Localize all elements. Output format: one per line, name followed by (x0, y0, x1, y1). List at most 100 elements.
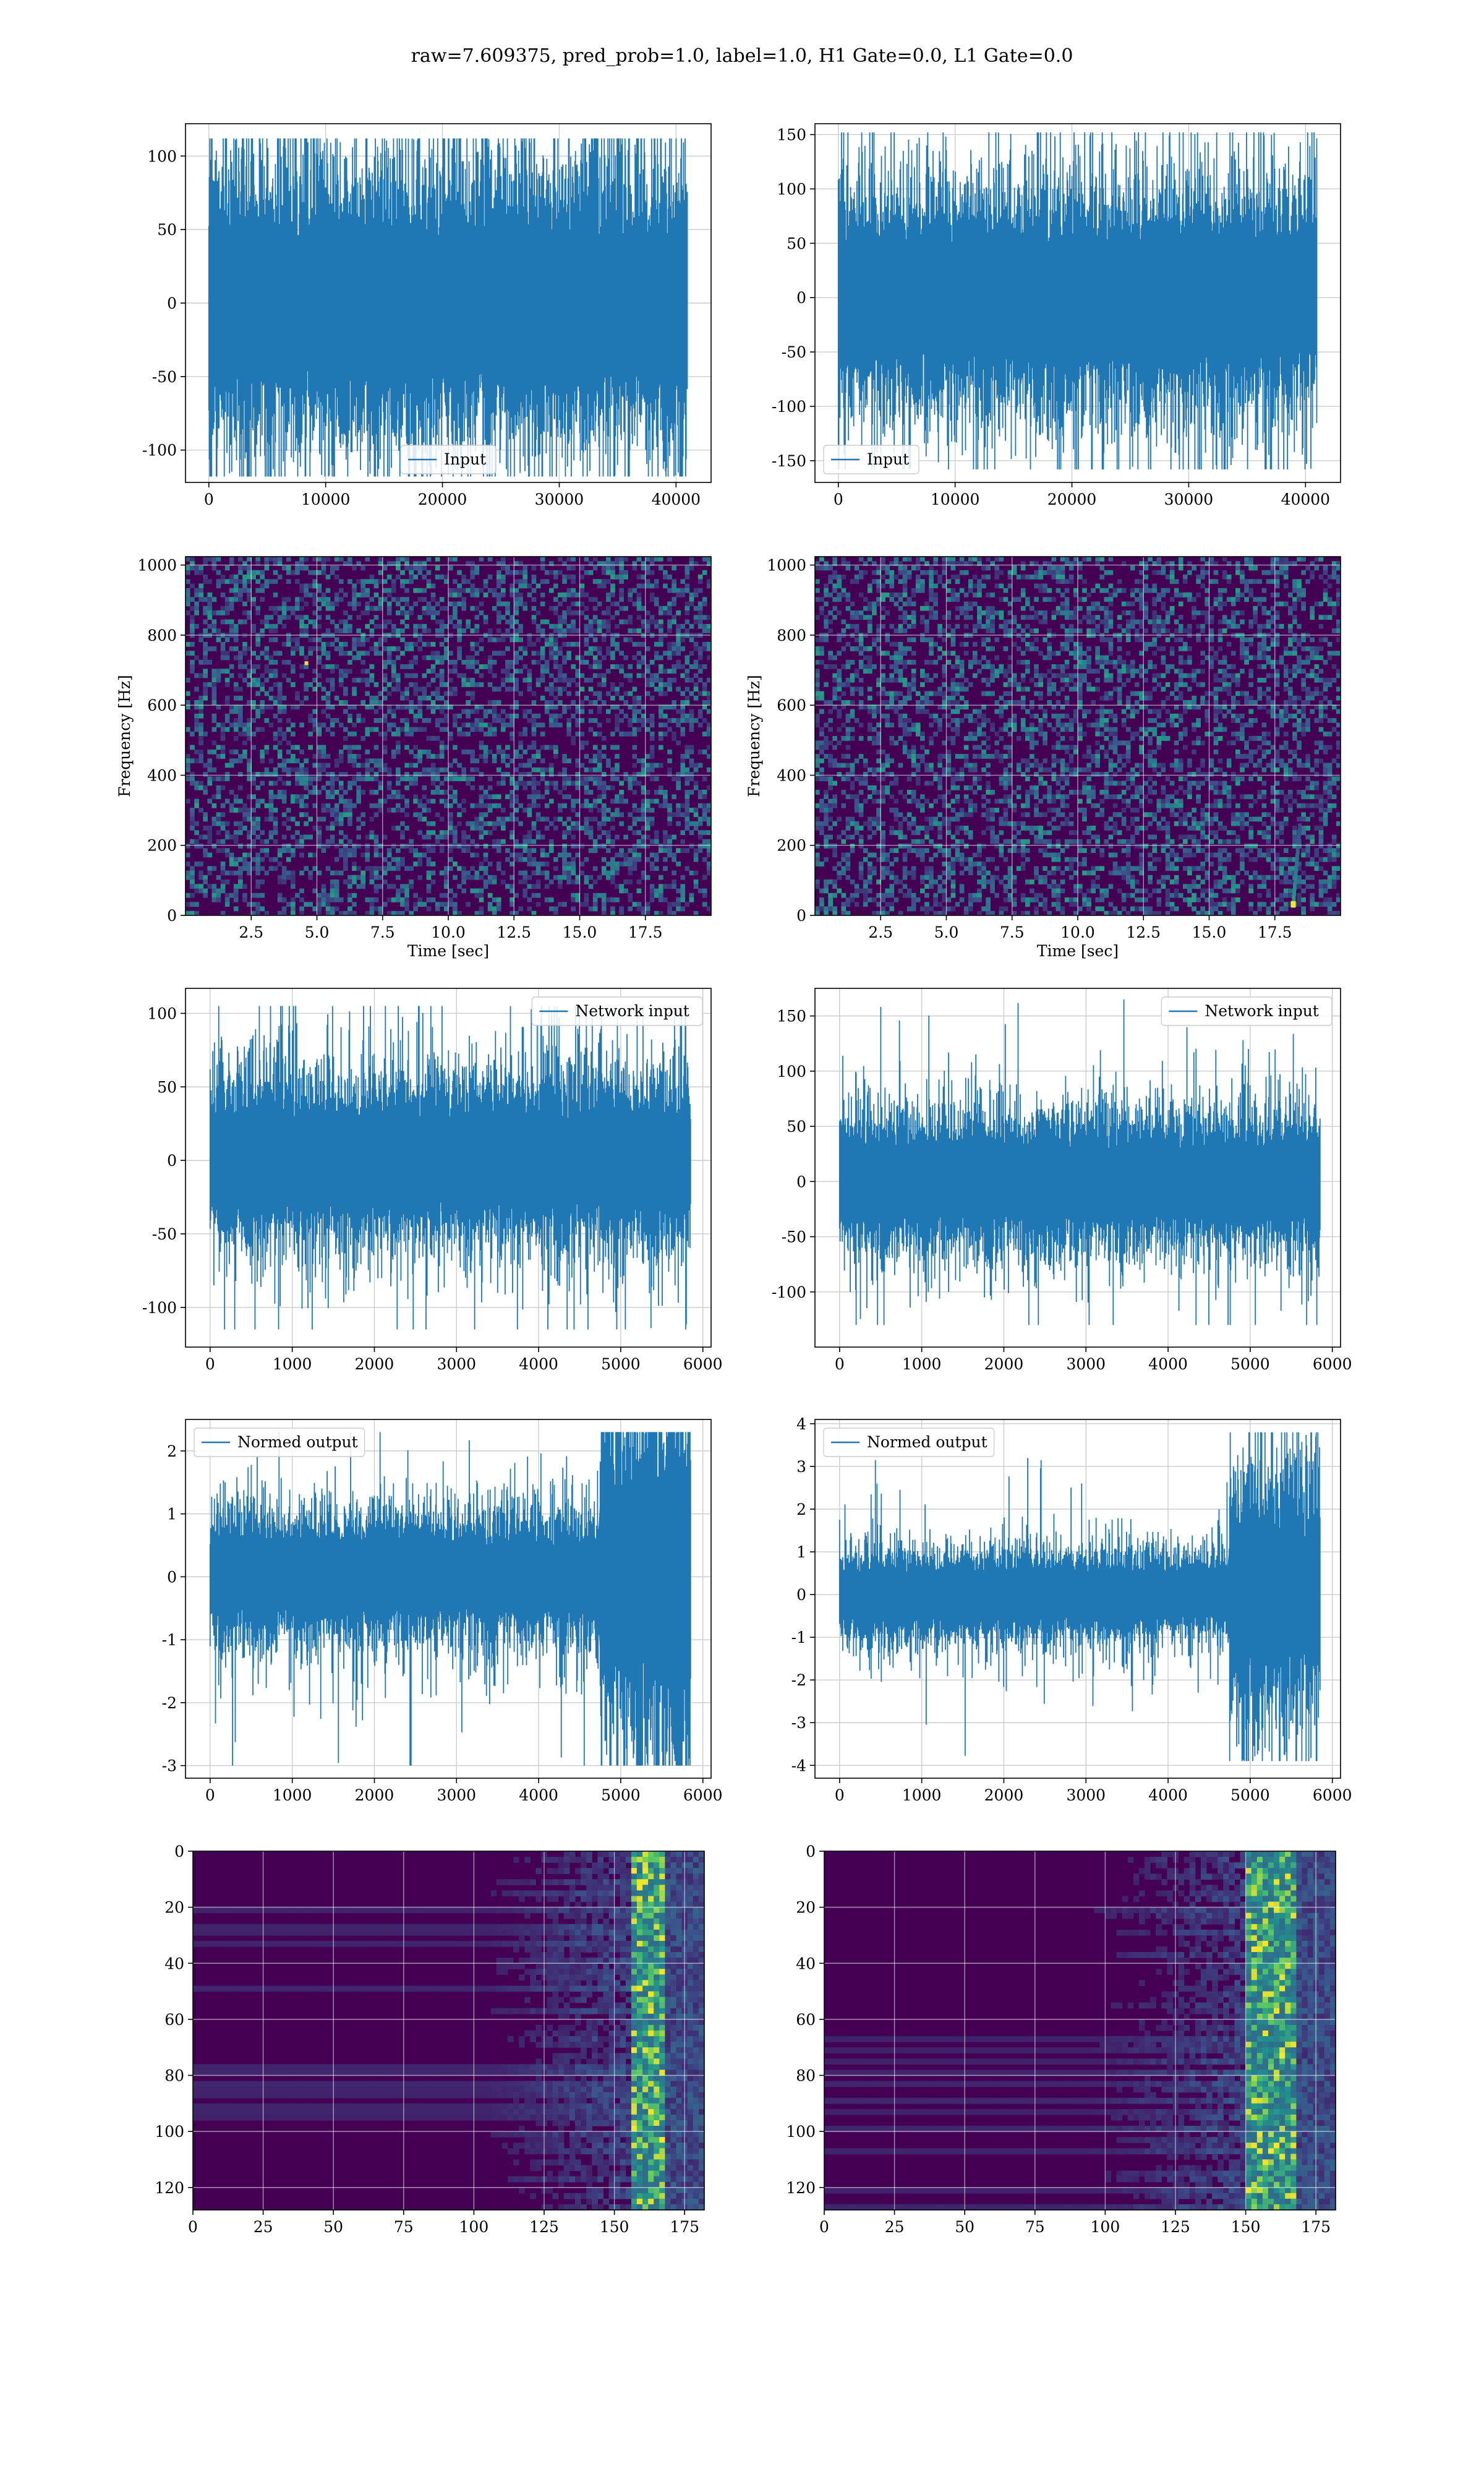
heatmap-cell (553, 713, 558, 719)
heatmap-cell (518, 821, 523, 826)
heatmap-cell (610, 575, 615, 580)
heatmap-cell (610, 839, 615, 844)
heatmap-cell (1323, 579, 1328, 584)
heatmap-cell (466, 731, 471, 737)
heatmap-cell (348, 785, 352, 790)
heatmap-cell (689, 597, 694, 602)
heatmap-cell (373, 763, 379, 768)
heatmap-cell (676, 664, 681, 669)
heatmap-cell (990, 593, 995, 597)
heatmap-cell (562, 844, 567, 849)
heatmap-cell (858, 615, 864, 620)
heatmap-cell (330, 897, 335, 902)
heatmap-cell (697, 646, 703, 651)
heatmap-cell (443, 834, 449, 840)
x-tick-label: 40000 (1281, 490, 1331, 508)
heatmap-cell (304, 601, 309, 607)
heatmap-cell (264, 619, 270, 625)
heatmap-cell (325, 597, 331, 602)
heatmap-cell (1012, 628, 1017, 633)
heatmap-cell (439, 749, 445, 755)
heatmap-cell (535, 651, 541, 656)
heatmap-cell (597, 776, 602, 782)
heatmap-cell (1169, 597, 1175, 602)
heatmap-cell (439, 844, 445, 849)
heatmap-cell (689, 727, 694, 732)
heatmap-cell (553, 637, 558, 643)
heatmap-cell (654, 673, 659, 678)
heatmap-cell (369, 910, 375, 916)
heatmap-cell (1025, 641, 1030, 647)
heatmap-cell (229, 646, 234, 651)
heatmap-cell (571, 870, 576, 876)
heatmap-cell (443, 655, 449, 661)
heatmap-cell (391, 844, 396, 849)
heatmap-cell (461, 798, 466, 804)
heatmap-cell (676, 888, 681, 894)
heatmap-cell (1169, 575, 1175, 580)
heatmap-cell (343, 610, 348, 615)
heatmap-cell (190, 875, 195, 880)
heatmap-cell (352, 875, 357, 880)
heatmap-cell (413, 687, 418, 692)
heatmap-cell (251, 826, 256, 831)
heatmap-cell (1183, 575, 1188, 580)
heatmap-cell (255, 610, 260, 615)
heatmap-cell (1183, 628, 1188, 633)
heatmap-cell (610, 682, 615, 687)
heatmap-cell (672, 579, 676, 584)
heatmap-cell (352, 902, 357, 907)
heatmap-cell (435, 704, 440, 710)
heatmap-cell (352, 704, 357, 710)
heatmap-cell (299, 803, 304, 808)
heatmap-cell (373, 790, 379, 795)
heatmap-cell (224, 619, 230, 625)
heatmap-cell (518, 745, 523, 750)
heatmap-cell (636, 575, 642, 580)
heatmap-cell (382, 731, 388, 737)
heatmap-cell (902, 565, 908, 571)
heatmap-cell (1257, 641, 1263, 647)
heatmap-cell (352, 588, 357, 593)
heatmap-cell (963, 570, 969, 575)
heatmap-cell (466, 875, 471, 880)
heatmap-cell (676, 781, 681, 786)
heatmap-cell (553, 659, 558, 665)
heatmap-cell (531, 718, 537, 723)
heatmap-cell (203, 641, 208, 647)
heatmap-cell (501, 749, 506, 755)
heatmap-cell (929, 583, 934, 589)
heatmap-cell (470, 821, 475, 826)
heatmap-cell (321, 565, 326, 571)
heatmap-cell (672, 588, 676, 593)
heatmap-cell (527, 709, 532, 714)
heatmap-cell (453, 691, 458, 696)
heatmap-cell (623, 772, 628, 777)
heatmap-cell (510, 687, 514, 692)
heatmap-cell (220, 785, 226, 790)
heatmap-cell (404, 803, 409, 808)
heatmap-cell (369, 767, 375, 773)
heatmap-cell (194, 673, 199, 678)
heatmap-cell (242, 866, 247, 871)
heatmap-cell (496, 745, 501, 750)
heatmap-cell (667, 772, 672, 777)
heatmap-cell (1226, 623, 1232, 629)
heatmap-cell (457, 570, 462, 575)
heatmap-cell (510, 803, 514, 808)
heatmap-cell (689, 565, 694, 571)
heatmap-cell (470, 754, 475, 759)
heatmap-cell (684, 776, 690, 782)
heatmap-cell (378, 601, 383, 607)
heatmap-cell (299, 812, 304, 818)
heatmap-cell (706, 727, 712, 732)
heatmap-cell (571, 593, 576, 597)
heatmap-cell (443, 651, 449, 656)
heatmap-cell (645, 718, 650, 723)
heatmap-cell (676, 610, 681, 615)
heatmap-cell (575, 812, 581, 818)
heatmap-cell (487, 727, 493, 732)
heatmap-cell (496, 619, 501, 625)
heatmap-cell (1323, 615, 1328, 620)
heatmap-cell (566, 655, 571, 661)
